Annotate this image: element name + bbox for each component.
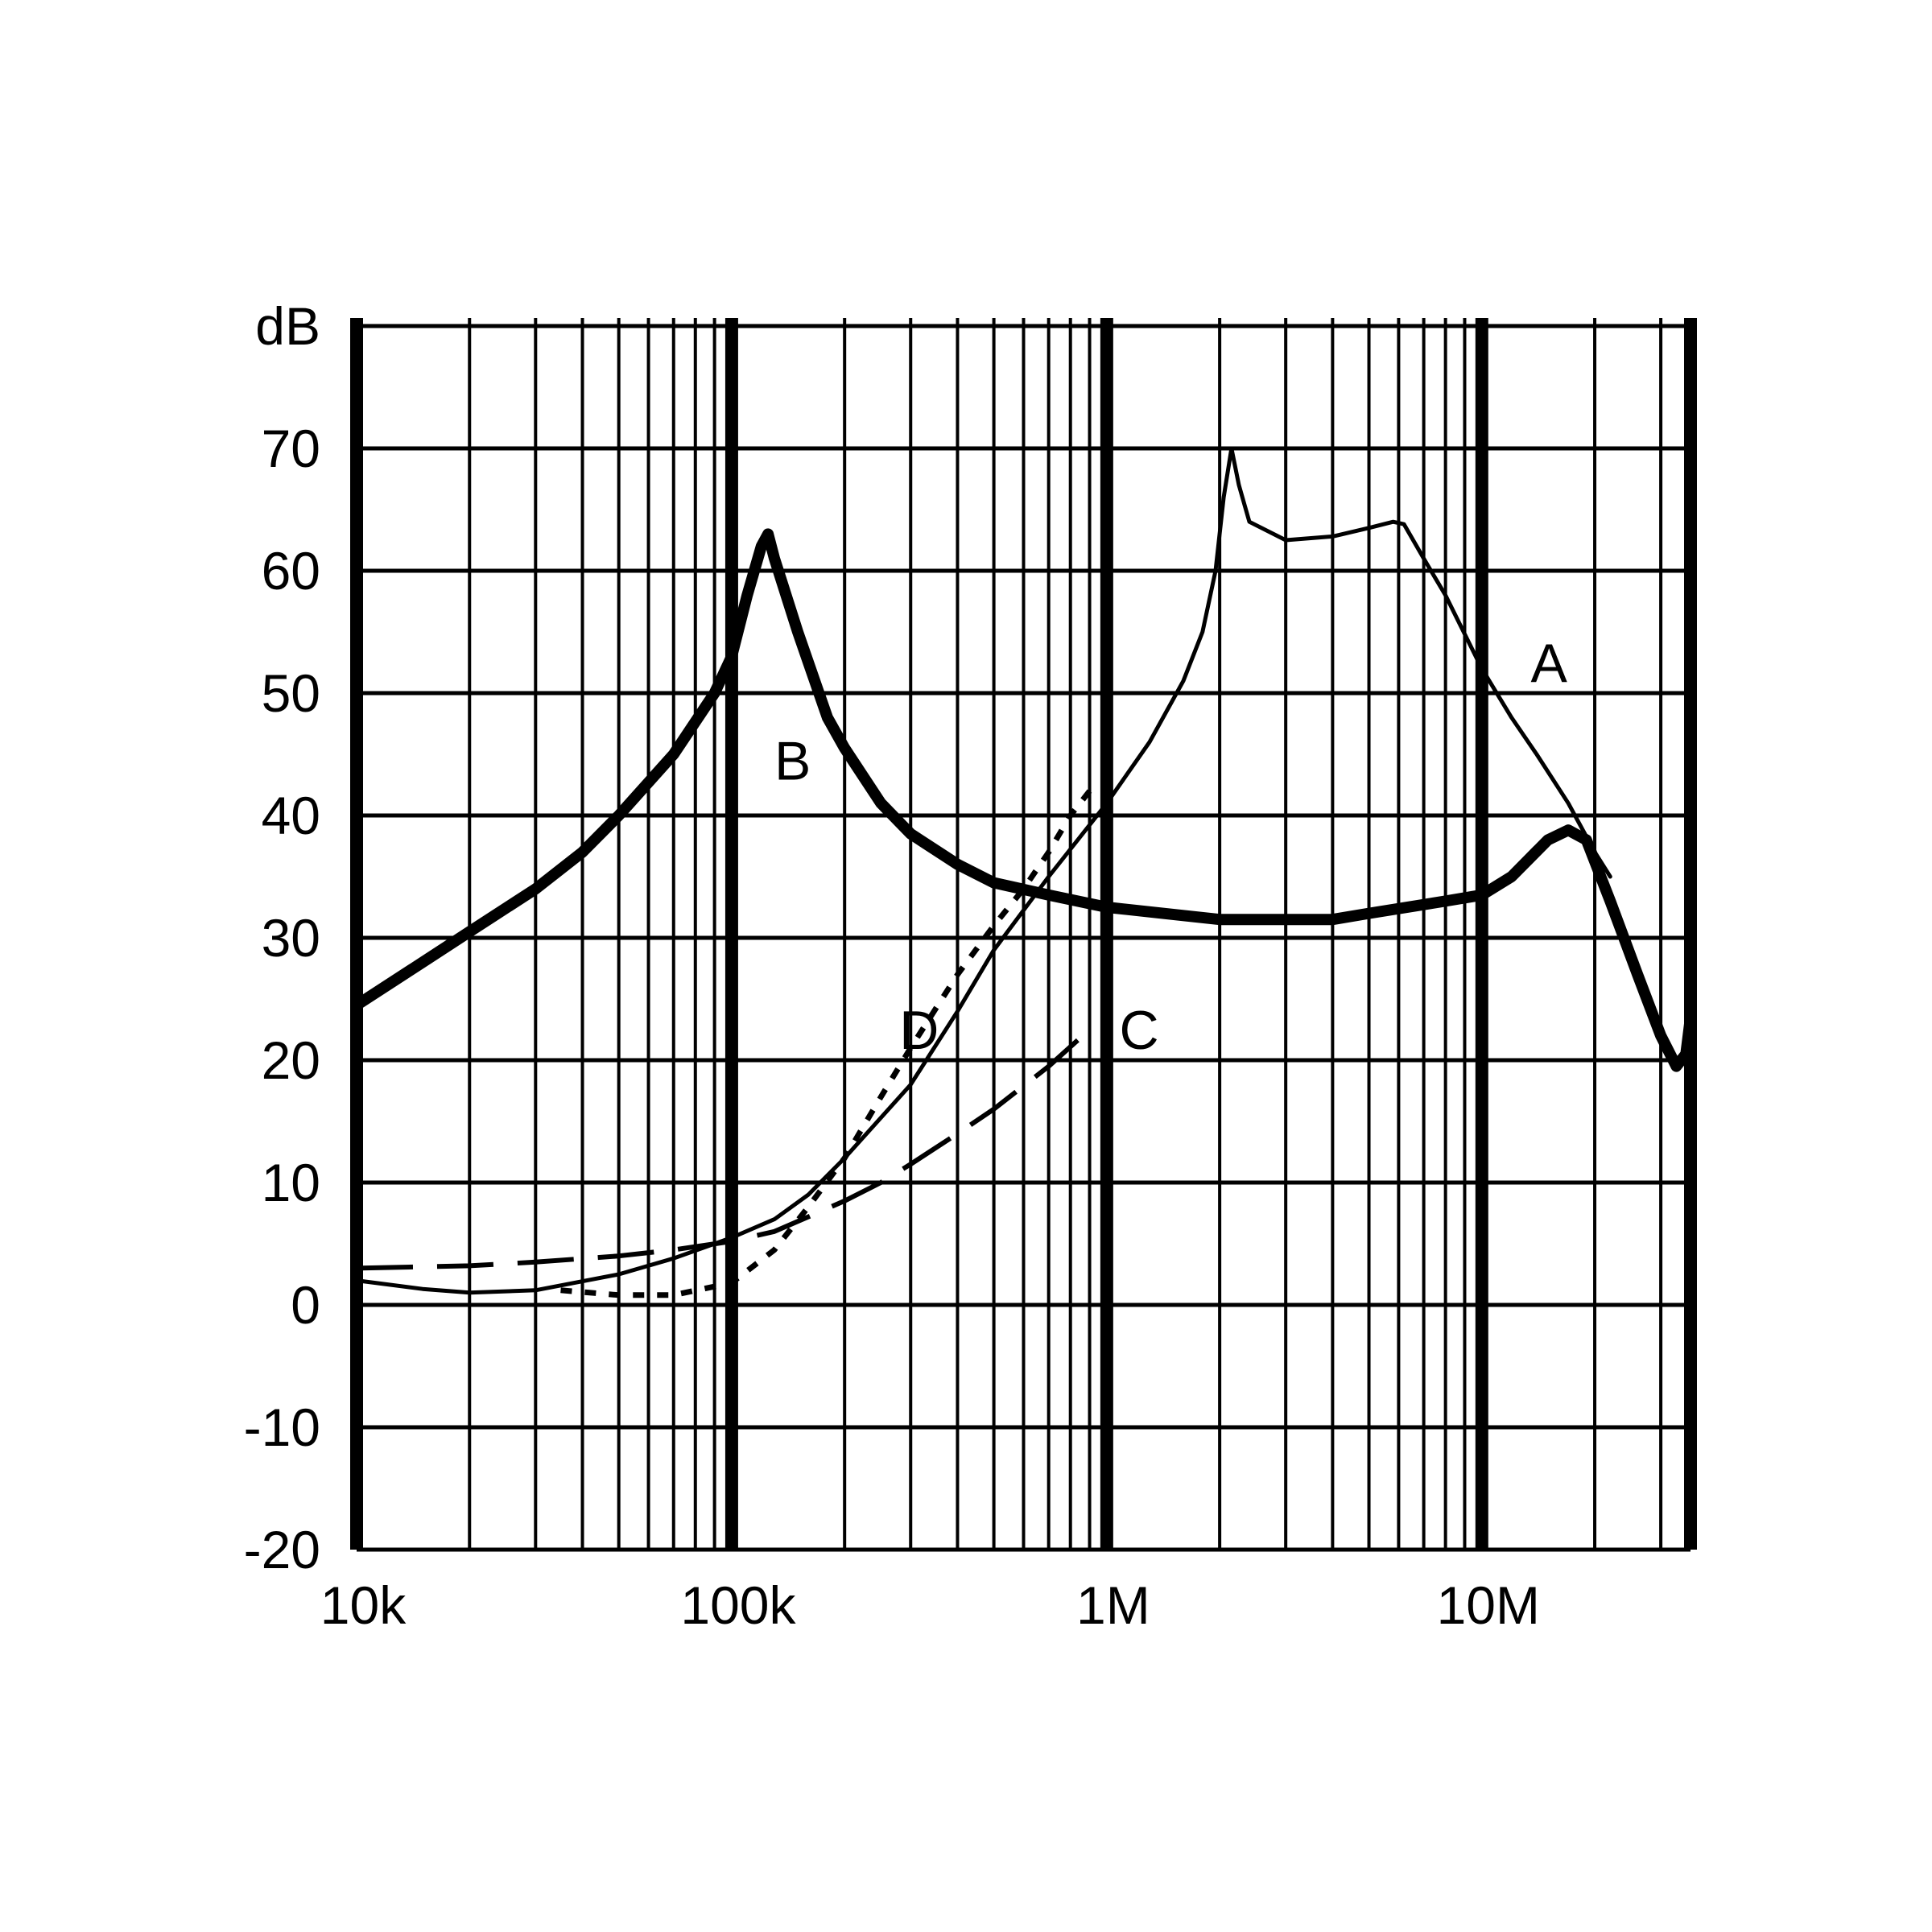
x-tick-label: 100k <box>680 1575 796 1635</box>
y-tick-label: 50 <box>262 663 320 723</box>
series-C-label: C <box>1119 1000 1158 1061</box>
y-tick-label: -20 <box>244 1520 320 1579</box>
x-tick-label: 1M <box>1076 1575 1150 1635</box>
y-tick-label: 10 <box>262 1153 320 1212</box>
y-tick-label: 40 <box>262 786 320 845</box>
x-tick-label: 10k <box>320 1575 407 1635</box>
y-tick-label: dB <box>255 296 320 356</box>
x-tick-label: 10M <box>1437 1575 1540 1635</box>
curves <box>351 446 1696 1298</box>
y-tick-label: 0 <box>291 1275 320 1335</box>
y-tick-label: 20 <box>262 1030 320 1090</box>
y-tick-label: 30 <box>262 908 320 968</box>
y-tick-label: 60 <box>262 541 320 601</box>
series-D-label: D <box>899 1000 939 1061</box>
series-C-line <box>356 1027 1092 1271</box>
series-B-line <box>351 528 1696 1072</box>
y-tick-label: -10 <box>244 1397 320 1457</box>
series-B-label: B <box>774 731 811 792</box>
series-D-line <box>560 789 1092 1298</box>
y-tick-label: 70 <box>262 419 320 478</box>
grid <box>350 318 1697 1552</box>
series-A-label: A <box>1531 633 1568 694</box>
